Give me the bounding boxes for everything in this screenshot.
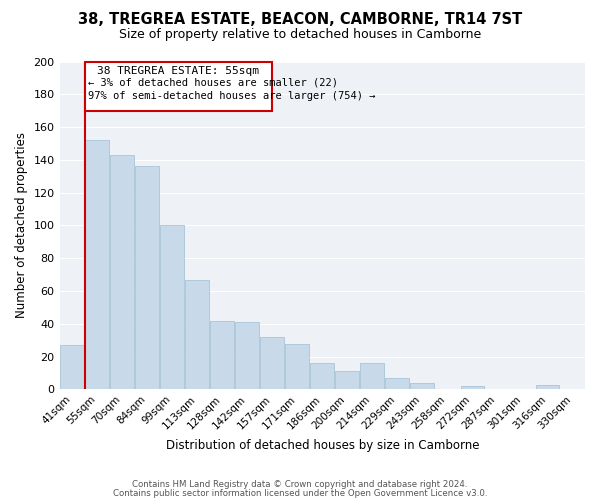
Text: Size of property relative to detached houses in Camborne: Size of property relative to detached ho…: [119, 28, 481, 41]
Bar: [85, 140, 109, 390]
FancyBboxPatch shape: [85, 62, 272, 110]
Text: 97% of semi-detached houses are larger (754) →: 97% of semi-detached houses are larger (…: [88, 91, 376, 101]
Text: Contains public sector information licensed under the Open Government Licence v3: Contains public sector information licen…: [113, 488, 487, 498]
Bar: [536, 384, 559, 390]
Bar: [286, 344, 309, 390]
Bar: [461, 386, 484, 390]
Bar: [410, 383, 434, 390]
Bar: [335, 372, 359, 390]
Bar: [210, 320, 234, 390]
Bar: [260, 337, 284, 390]
Bar: [310, 363, 334, 390]
X-axis label: Distribution of detached houses by size in Camborne: Distribution of detached houses by size …: [166, 440, 479, 452]
Bar: [235, 322, 259, 390]
Bar: [110, 155, 134, 390]
Bar: [135, 166, 159, 390]
Text: 38 TREGREA ESTATE: 55sqm: 38 TREGREA ESTATE: 55sqm: [97, 66, 259, 76]
Bar: [361, 363, 384, 390]
Text: ← 3% of detached houses are smaller (22): ← 3% of detached houses are smaller (22): [88, 78, 338, 88]
Text: Contains HM Land Registry data © Crown copyright and database right 2024.: Contains HM Land Registry data © Crown c…: [132, 480, 468, 489]
Text: 38, TREGREA ESTATE, BEACON, CAMBORNE, TR14 7ST: 38, TREGREA ESTATE, BEACON, CAMBORNE, TR…: [78, 12, 522, 28]
Bar: [185, 280, 209, 390]
Bar: [160, 226, 184, 390]
Y-axis label: Number of detached properties: Number of detached properties: [15, 132, 28, 318]
Bar: [60, 345, 84, 390]
Bar: [385, 378, 409, 390]
